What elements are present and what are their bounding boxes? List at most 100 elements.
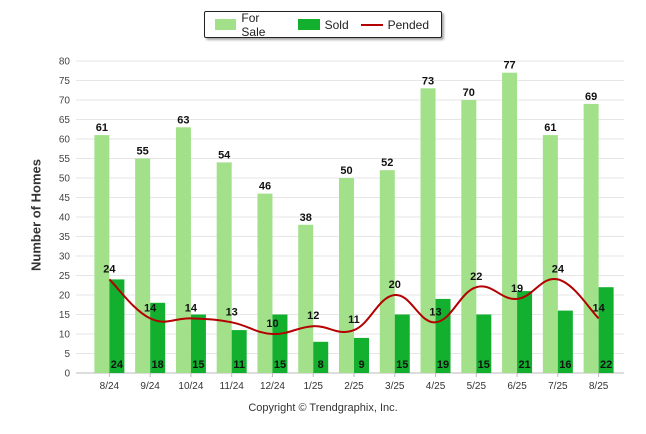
data-label-for-sale: 63: [177, 114, 189, 126]
y-tick-label: 25: [59, 271, 71, 282]
data-label-pended: 12: [307, 310, 319, 322]
data-label-sold: 18: [152, 359, 164, 371]
data-label-for-sale: 46: [259, 181, 271, 193]
bar-for-sale: [339, 178, 354, 373]
y-tick-label: 5: [64, 349, 70, 360]
legend-item-pended[interactable]: Pended: [360, 17, 429, 32]
y-tick-label: 35: [59, 232, 71, 243]
y-tick-label: 0: [64, 369, 70, 380]
bar-sold: [109, 279, 125, 373]
x-tick-label: 6/25: [507, 381, 527, 392]
bar-sold: [354, 337, 369, 373]
data-label-sold: 24: [111, 359, 124, 371]
data-label-pended: 10: [266, 318, 278, 330]
x-tick-label: 11/24: [220, 381, 245, 392]
data-label-pended: 14: [144, 302, 157, 314]
x-tick-label: 1/25: [303, 381, 323, 392]
data-label-pended: 14: [592, 302, 605, 314]
data-label-pended: 11: [348, 314, 360, 326]
y-tick-label: 70: [59, 96, 71, 107]
y-tick-label: 10: [59, 330, 71, 341]
bar-for-sale: [135, 158, 151, 373]
data-label-pended: 24: [552, 263, 565, 275]
data-label-sold: 11: [233, 359, 245, 371]
chart-legend: For Sale Sold Pended: [204, 11, 442, 39]
y-tick-label: 80: [59, 57, 71, 68]
data-label-sold: 15: [478, 359, 490, 371]
data-label-sold: 9: [358, 359, 364, 371]
bar-for-sale: [175, 127, 191, 373]
data-label-sold: 15: [274, 359, 286, 371]
data-label-sold: 8: [318, 359, 324, 371]
bar-for-sale: [298, 224, 314, 373]
bar-for-sale: [583, 103, 599, 374]
data-label-pended: 14: [185, 302, 198, 314]
data-label-sold: 22: [600, 359, 612, 371]
x-tick-label: 2/25: [344, 381, 364, 392]
data-label-pended: 22: [470, 271, 482, 283]
data-label-for-sale: 54: [218, 149, 231, 161]
y-tick-label: 15: [59, 310, 71, 321]
line-pended: [108, 278, 600, 336]
legend-swatch-for-sale: [215, 19, 237, 30]
bar-sold: [557, 310, 573, 373]
y-tick-label: 55: [59, 154, 71, 165]
legend-label-sold: Sold: [324, 17, 349, 32]
data-label-sold: 16: [559, 359, 571, 371]
y-tick-label: 65: [59, 115, 71, 126]
bar-for-sale: [216, 162, 232, 373]
bar-for-sale: [379, 170, 395, 373]
x-tick-label: 5/25: [467, 381, 487, 392]
x-tick-label: 4/25: [426, 381, 446, 392]
legend-label-pended: Pended: [387, 17, 429, 32]
data-label-sold: 15: [192, 359, 204, 371]
x-tick-label: 10/24: [178, 381, 203, 392]
legend-item-sold[interactable]: Sold: [297, 17, 349, 32]
data-label-pended: 20: [389, 279, 401, 291]
data-label-for-sale: 52: [381, 157, 393, 169]
copyright-text: Copyright © Trendgraphix, Inc.: [248, 402, 398, 414]
x-tick-label: 8/24: [100, 381, 120, 392]
y-tick-label: 45: [59, 193, 71, 204]
data-label-for-sale: 55: [137, 146, 149, 158]
bar-sold: [517, 291, 533, 373]
bar-for-sale: [542, 135, 558, 373]
x-tick-label: 7/25: [548, 381, 568, 392]
legend-swatch-pended: [360, 23, 383, 26]
legend-item-for-sale[interactable]: For Sale: [215, 11, 286, 39]
data-label-sold: 15: [396, 359, 408, 371]
data-label-for-sale: 70: [463, 87, 475, 99]
x-tick-label: 3/25: [385, 381, 405, 392]
data-label-pended: 19: [511, 283, 523, 295]
data-label-for-sale: 61: [96, 122, 108, 134]
bar-for-sale: [257, 193, 273, 373]
bar-sold: [394, 314, 410, 373]
bar-for-sale: [420, 88, 436, 374]
bar-for-sale: [502, 72, 518, 373]
data-label-for-sale: 69: [585, 91, 597, 103]
y-tick-label: 30: [59, 252, 71, 263]
y-tick-label: 40: [59, 213, 71, 224]
y-axis-label: Number of Homes: [28, 159, 44, 271]
data-label-for-sale: 73: [422, 75, 434, 87]
data-label-for-sale: 77: [503, 60, 515, 72]
data-label-for-sale: 38: [300, 212, 312, 224]
data-label-pended: 13: [226, 306, 238, 318]
x-tick-label: 8/25: [589, 381, 609, 392]
data-label-sold: 19: [437, 359, 449, 371]
bar-for-sale: [461, 100, 477, 373]
legend-swatch-sold: [297, 19, 320, 30]
data-label-pended: 13: [429, 306, 441, 318]
data-label-for-sale: 50: [340, 165, 352, 177]
data-label-pended: 24: [103, 263, 116, 275]
bar-sold: [598, 287, 614, 373]
bar-sold: [476, 314, 492, 373]
x-tick-label: 12/24: [260, 381, 285, 392]
legend-label-for-sale: For Sale: [241, 10, 266, 39]
y-tick-label: 20: [59, 291, 71, 302]
data-label-for-sale: 61: [544, 122, 556, 134]
bar-sold: [190, 314, 206, 373]
x-tick-label: 9/24: [140, 381, 160, 392]
bar-sold: [231, 330, 247, 373]
